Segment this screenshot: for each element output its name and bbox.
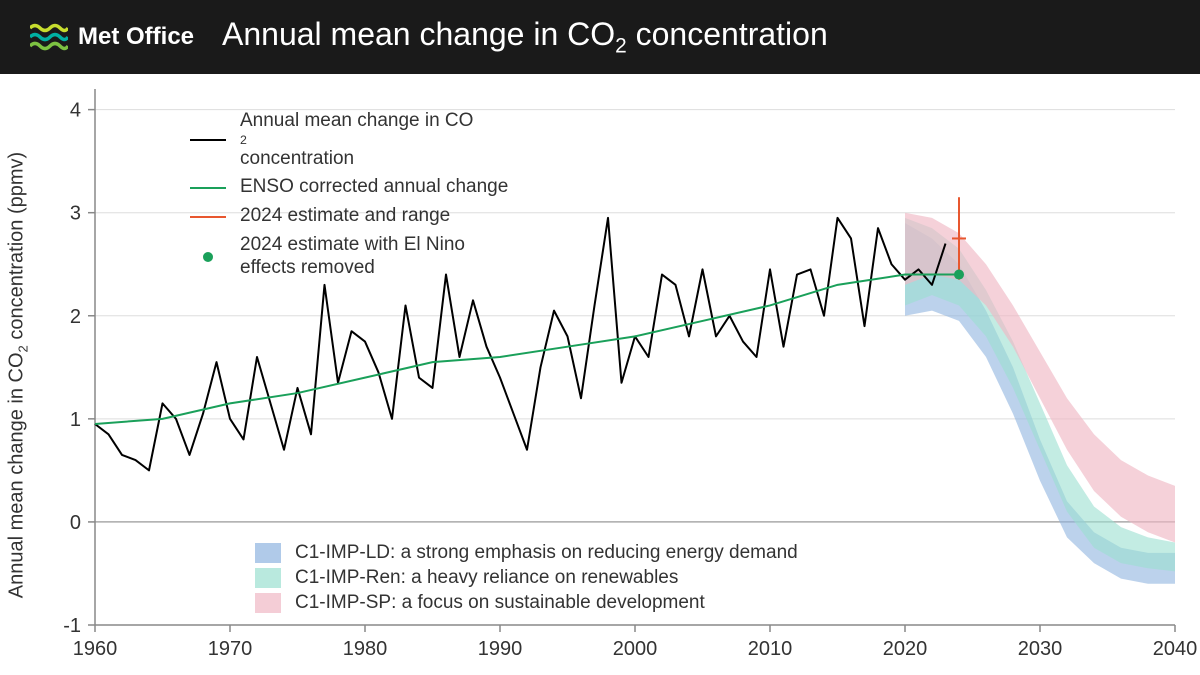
legend-scenario-item: C1-IMP-LD: a strong emphasis on reducing… [255,542,798,564]
y-axis-label: Annual mean change in CO2 concentration … [6,151,31,597]
header: Met Office Annual mean change in CO2 con… [0,0,1200,74]
legend-item: 2024 estimate with El Ninoeffects remove… [190,234,508,280]
legend-scenario-label: C1-IMP-Ren: a heavy reliance on renewabl… [295,567,678,589]
svg-text:1990: 1990 [478,638,523,660]
legend-scenario-label: C1-IMP-LD: a strong emphasis on reducing… [295,542,798,564]
svg-text:2040: 2040 [1153,638,1198,660]
legend-item: Annual mean change in CO2 concentration [190,110,508,170]
svg-text:-1: -1 [63,615,81,637]
page-title: Annual mean change in CO2 concentration [222,16,828,58]
svg-text:1: 1 [70,409,81,431]
svg-text:2: 2 [70,306,81,328]
legend-scenarios: C1-IMP-LD: a strong emphasis on reducing… [255,542,798,617]
svg-text:2010: 2010 [748,638,793,660]
brand-logo: Met Office [30,22,194,52]
legend-scenario-item: C1-IMP-SP: a focus on sustainable develo… [255,592,798,614]
svg-text:0: 0 [70,512,81,534]
svg-text:3: 3 [70,203,81,225]
svg-text:2020: 2020 [883,638,928,660]
legend-label: Annual mean change in CO2 concentration [240,110,473,170]
chart: -1 0 1 2 3 4 1960 1970 1980 1990 2000 2010 2020 2030 2… [0,74,1200,675]
legend-series: Annual mean change in CO2 concentration E… [190,110,508,286]
legend-item: ENSO corrected annual change [190,176,508,199]
legend-scenario-label: C1-IMP-SP: a focus on sustainable develo… [295,592,705,614]
legend-label: 2024 estimate with El Ninoeffects remove… [240,234,465,280]
legend-item: 2024 estimate and range [190,205,508,228]
svg-text:4: 4 [70,100,81,122]
brand-name: Met Office [78,23,194,51]
legend-label: 2024 estimate and range [240,205,450,228]
wave-icon [30,22,68,52]
svg-text:2000: 2000 [613,638,658,660]
svg-text:1970: 1970 [208,638,253,660]
svg-text:1980: 1980 [343,638,388,660]
svg-text:2030: 2030 [1018,638,1063,660]
legend-label: ENSO corrected annual change [240,176,508,199]
svg-text:1960: 1960 [73,638,118,660]
legend-scenario-item: C1-IMP-Ren: a heavy reliance on renewabl… [255,567,798,589]
